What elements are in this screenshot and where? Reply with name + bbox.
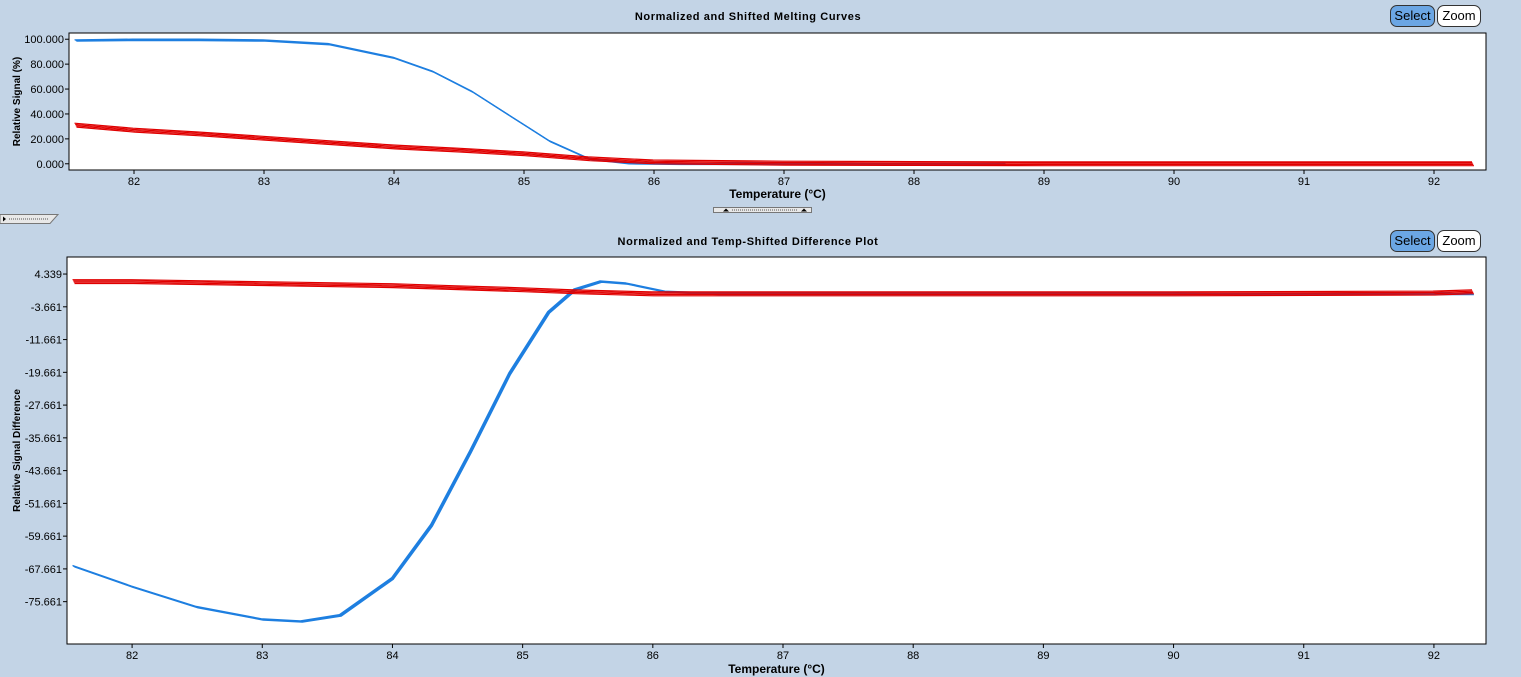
x-tick-label: 90 xyxy=(1167,650,1179,662)
x-tick-label: 92 xyxy=(1428,650,1440,662)
x-tick-label: 86 xyxy=(647,650,659,662)
series-red-line xyxy=(73,280,1473,294)
x-tick-label: 86 xyxy=(648,176,660,188)
x-axis-label: Temperature (°C) xyxy=(728,662,825,676)
series-red-line xyxy=(72,279,1473,293)
bottom-chart-title: Normalized and Temp-Shifted Difference P… xyxy=(617,236,879,248)
x-tick-label: 89 xyxy=(1038,176,1050,188)
y-tick-label: -19.661 xyxy=(25,367,62,379)
difference-plot-chart[interactable]: 82 83 84 85 86 87 88 89 90 91 92 4.339 -3.661 -11.661… xyxy=(0,252,1521,677)
y-tick-label: 60.000 xyxy=(30,84,64,96)
y-axis-label: Relative Signal (%) xyxy=(12,57,23,146)
x-tick-label: 84 xyxy=(388,176,400,188)
y-tick-label: 40.000 xyxy=(30,109,64,121)
bottom-zoom-button[interactable]: Zoom xyxy=(1437,230,1481,252)
x-tick-label: 87 xyxy=(777,650,789,662)
top-chart-title: Normalized and Shifted Melting Curves xyxy=(634,11,862,23)
y-axis-label: Relative Signal Difference xyxy=(12,389,23,512)
melting-curves-chart[interactable]: 82 83 84 85 86 87 88 89 90 91 92 100.000 80.000 60.00… xyxy=(0,28,1521,204)
x-tick-label: 85 xyxy=(517,650,529,662)
x-tick-label: 89 xyxy=(1037,650,1049,662)
x-axis-label: Temperature (°C) xyxy=(729,187,826,201)
y-tick-label: -51.661 xyxy=(25,498,62,510)
y-tick-label: 0.000 xyxy=(36,159,64,171)
y-tick-label: 4.339 xyxy=(34,269,62,281)
x-tick-label: 83 xyxy=(258,176,270,188)
x-tick-label: 91 xyxy=(1298,650,1310,662)
series-red-line xyxy=(75,125,1474,165)
x-tick-label: 90 xyxy=(1168,176,1180,188)
x-tick-label: 85 xyxy=(518,176,530,188)
y-tick-label: -35.661 xyxy=(25,433,62,445)
series-red-line xyxy=(76,126,1474,167)
series-red-curves xyxy=(74,122,1474,167)
y-tick-label: 100.000 xyxy=(24,34,64,46)
x-tick-label: 87 xyxy=(778,176,790,188)
x-tick-label: 92 xyxy=(1428,176,1440,188)
x-tick-label: 91 xyxy=(1298,176,1310,188)
y-tick-label: -59.661 xyxy=(25,531,62,543)
x-tick-label: 83 xyxy=(256,650,268,662)
y-tick-label: -75.661 xyxy=(25,597,62,609)
x-tick-label: 82 xyxy=(128,176,140,188)
y-tick-label: -11.661 xyxy=(26,335,63,347)
top-zoom-button[interactable]: Zoom xyxy=(1437,5,1481,27)
panel-splitter-handle[interactable] xyxy=(713,207,812,213)
plot-area[interactable] xyxy=(66,256,1487,645)
series-red-line xyxy=(74,282,1474,297)
y-tick-label: 20.000 xyxy=(30,134,64,146)
x-tick-label: 84 xyxy=(386,650,398,662)
y-tick-label: -67.661 xyxy=(25,564,62,576)
y-tick-label: -3.661 xyxy=(31,302,62,314)
y-tick-label: 80.000 xyxy=(30,59,64,71)
plot-area[interactable] xyxy=(68,32,1487,171)
bottom-select-button[interactable]: Select xyxy=(1390,230,1435,252)
top-select-button[interactable]: Select xyxy=(1390,5,1435,27)
x-tick-label: 82 xyxy=(126,650,138,662)
series-red-line xyxy=(73,281,1474,296)
series-red-line xyxy=(75,123,1473,164)
series-red-line xyxy=(74,122,1472,163)
y-tick-label: -27.661 xyxy=(25,400,62,412)
x-tick-label: 88 xyxy=(908,176,920,188)
side-panel-toggle[interactable] xyxy=(0,214,62,224)
y-tick-label: -43.661 xyxy=(25,466,62,478)
x-tick-label: 88 xyxy=(907,650,919,662)
series-red-curves xyxy=(72,279,1474,297)
